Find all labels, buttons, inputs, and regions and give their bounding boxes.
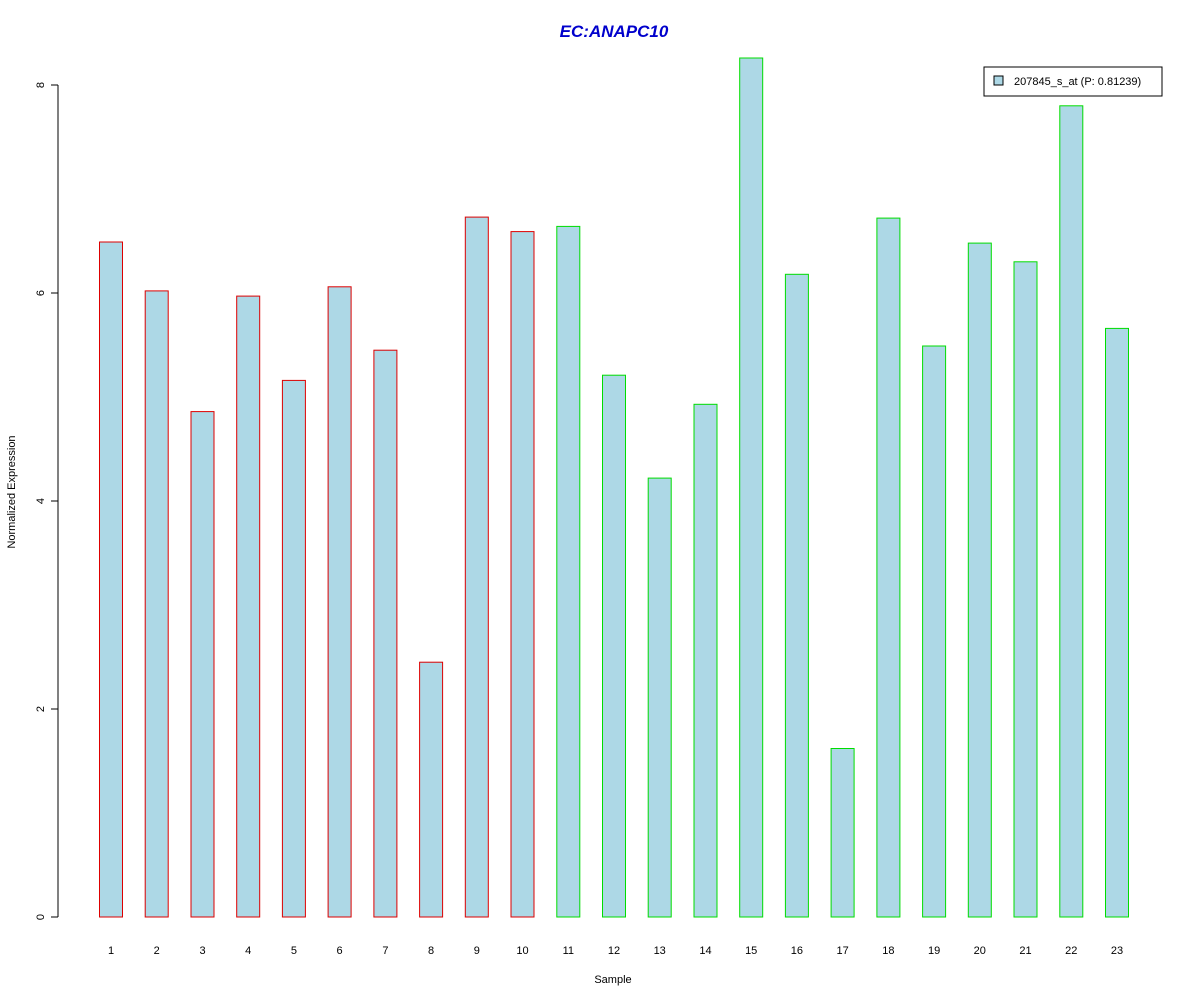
bar-sample-7 xyxy=(373,349,398,918)
bar-sample-10 xyxy=(510,231,535,918)
legend-swatch xyxy=(993,75,1004,86)
x-tick-label: 11 xyxy=(563,945,574,957)
bar-sample-21 xyxy=(1013,261,1038,918)
x-tick-label: 7 xyxy=(382,945,388,957)
legend-box xyxy=(983,66,1163,97)
chart-title: EC:ANAPC10 xyxy=(560,22,669,41)
bar-sample-23 xyxy=(1105,327,1129,918)
x-tick-label: 5 xyxy=(291,945,297,957)
bar-sample-22 xyxy=(1059,105,1084,918)
y-tick-label: 0 xyxy=(35,914,47,920)
x-tick-label: 14 xyxy=(699,945,711,957)
x-tick-label: 16 xyxy=(791,945,803,957)
bar-sample-11 xyxy=(556,225,581,918)
legend-label: 207845_s_at (P: 0.81239) xyxy=(1014,76,1141,88)
x-tick-label: 8 xyxy=(428,945,434,957)
x-tick-label: 13 xyxy=(654,945,666,957)
bar-sample-20 xyxy=(967,242,992,918)
bar-sample-4 xyxy=(236,295,261,918)
x-tick-label: 22 xyxy=(1065,945,1077,957)
bar-sample-15 xyxy=(739,57,764,918)
y-axis-label: Normalized Expression xyxy=(6,435,18,548)
legend: 207845_s_at (P: 0.81239) xyxy=(983,66,1163,97)
y-tick-label: 2 xyxy=(35,706,47,712)
bar-sample-12 xyxy=(602,374,626,918)
bar-sample-5 xyxy=(281,379,306,918)
x-tick-label: 20 xyxy=(974,945,986,957)
x-tick-label: 9 xyxy=(474,945,480,957)
x-axis-label: Sample xyxy=(594,974,631,986)
x-tick-label: 21 xyxy=(1019,945,1031,957)
x-tick-label: 6 xyxy=(337,945,343,957)
y-tick-label: 8 xyxy=(35,82,47,88)
bar-sample-8 xyxy=(419,661,444,918)
x-tick-label: 18 xyxy=(882,945,894,957)
x-tick-label: 23 xyxy=(1111,945,1123,957)
bar-sample-19 xyxy=(922,345,947,918)
bar-sample-9 xyxy=(464,216,489,918)
bar-sample-3 xyxy=(190,411,215,918)
bar-sample-14 xyxy=(693,403,718,918)
bar-sample-1 xyxy=(99,241,123,918)
x-tick-label: 3 xyxy=(199,945,205,957)
bar-sample-6 xyxy=(327,286,352,918)
x-tick-label: 12 xyxy=(608,945,620,957)
bar-sample-18 xyxy=(876,217,901,918)
bar-sample-2 xyxy=(144,290,169,918)
y-tick-label: 6 xyxy=(35,290,47,296)
x-tick-label: 1 xyxy=(108,945,114,957)
x-tick-label: 15 xyxy=(745,945,757,957)
y-tick-label: 4 xyxy=(35,498,47,504)
x-tick-label: 2 xyxy=(154,945,160,957)
bar-sample-13 xyxy=(647,477,672,918)
x-tick-label: 17 xyxy=(836,945,848,957)
y-axis: 0 2 4 6 8 xyxy=(35,82,59,920)
x-tick-label: 4 xyxy=(245,945,251,957)
x-tick-label: 19 xyxy=(928,945,940,957)
bar-sample-16 xyxy=(784,273,809,918)
x-tick-labels: 1 2 3 4 5 6 7 8 9 10 11 12 13 14 15 16 17 18 19 20 21 22 23 xyxy=(108,945,1123,957)
x-tick-label: 10 xyxy=(516,945,528,957)
bars xyxy=(99,57,1129,918)
bar-sample-17 xyxy=(830,748,855,918)
